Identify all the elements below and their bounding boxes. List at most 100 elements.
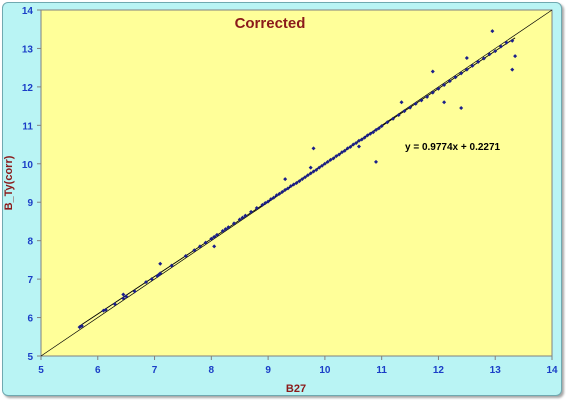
x-tick-labels: 5 6 7 8 9 10 11 12 13 14 [38, 365, 558, 376]
data-point [359, 137, 364, 142]
data-point [271, 195, 276, 200]
x-tick-label: 12 [433, 365, 445, 376]
y-tick-labels: 5 6 7 8 9 10 11 12 13 14 [22, 6, 34, 363]
data-point [311, 169, 316, 174]
tick-marks [37, 9, 553, 360]
data-point [351, 142, 356, 147]
y-tick-label: 11 [22, 121, 33, 132]
data-point [368, 131, 373, 136]
data-point [362, 135, 367, 140]
data-point [197, 244, 202, 249]
data-point [112, 302, 117, 307]
y-tick-label: 12 [22, 83, 34, 94]
y-tick-label: 9 [27, 198, 33, 209]
x-tick-label: 5 [38, 365, 44, 376]
data-point [320, 163, 325, 168]
data-point [158, 261, 163, 266]
y-axis-title: B_Ty(corr) [3, 155, 15, 210]
data-point [498, 44, 503, 49]
data-point [413, 101, 418, 106]
data-point [260, 202, 265, 207]
y-tick-label: 8 [27, 237, 33, 248]
data-point [215, 232, 220, 237]
x-tick-label: 9 [265, 365, 271, 376]
data-points [77, 29, 518, 330]
data-point [425, 94, 430, 99]
data-point [430, 90, 435, 95]
y-tick-label: 10 [22, 160, 34, 171]
data-point [459, 106, 464, 111]
data-point [470, 63, 475, 68]
data-point [311, 146, 316, 151]
data-point [263, 200, 268, 205]
data-point [408, 105, 413, 110]
data-point [348, 144, 353, 149]
data-point [373, 127, 378, 132]
data-point [442, 82, 447, 87]
data-point [476, 59, 481, 64]
data-point [223, 227, 228, 232]
data-point [305, 173, 310, 178]
data-point [297, 179, 302, 184]
data-point [339, 150, 344, 155]
data-point [373, 159, 378, 164]
data-point [212, 234, 217, 239]
data-point [308, 171, 313, 176]
data-point [132, 289, 137, 294]
data-point [459, 71, 464, 76]
trendline-equation: y = 0.9774x + 0.2271 [405, 142, 501, 153]
data-point [121, 296, 126, 301]
data-point [396, 112, 401, 117]
data-point [266, 199, 271, 204]
data-point [169, 263, 174, 268]
data-point [487, 52, 492, 57]
data-point [121, 292, 126, 297]
data-point [144, 280, 149, 285]
data-point [183, 254, 188, 259]
y-tick-label: 13 [22, 44, 34, 55]
data-point [447, 79, 452, 84]
data-point [345, 146, 350, 151]
x-tick-label: 13 [490, 365, 502, 376]
data-point [280, 189, 285, 194]
data-point [464, 56, 469, 61]
data-point [274, 193, 279, 198]
data-point [288, 184, 293, 189]
data-point [342, 148, 347, 153]
data-point [237, 217, 242, 222]
x-tick-label: 8 [209, 365, 215, 376]
y-tick-label: 6 [27, 314, 33, 325]
data-point [354, 141, 359, 146]
data-point [419, 98, 424, 103]
data-point [510, 38, 515, 43]
x-tick-label: 6 [95, 365, 101, 376]
data-point [212, 244, 217, 249]
data-point [391, 116, 396, 121]
data-point [510, 67, 515, 72]
data-point [322, 161, 327, 166]
data-point [283, 187, 288, 192]
data-point [376, 126, 381, 131]
data-point [493, 49, 498, 54]
data-point [283, 177, 288, 182]
data-point [385, 120, 390, 125]
data-point [490, 29, 495, 34]
data-point [453, 75, 458, 80]
data-point [331, 156, 336, 161]
x-tick-label: 11 [376, 365, 387, 376]
data-point [203, 240, 208, 245]
data-point [430, 69, 435, 74]
data-point [124, 294, 129, 299]
data-point [371, 130, 376, 135]
data-point [379, 124, 384, 129]
data-point [79, 324, 84, 329]
y-tick-label: 5 [27, 352, 33, 363]
y-tick-label: 7 [27, 275, 33, 286]
data-point [226, 225, 231, 230]
data-point [209, 236, 214, 241]
data-point [192, 248, 197, 253]
data-point [294, 181, 299, 185]
data-point [365, 133, 370, 138]
data-point [103, 307, 108, 312]
